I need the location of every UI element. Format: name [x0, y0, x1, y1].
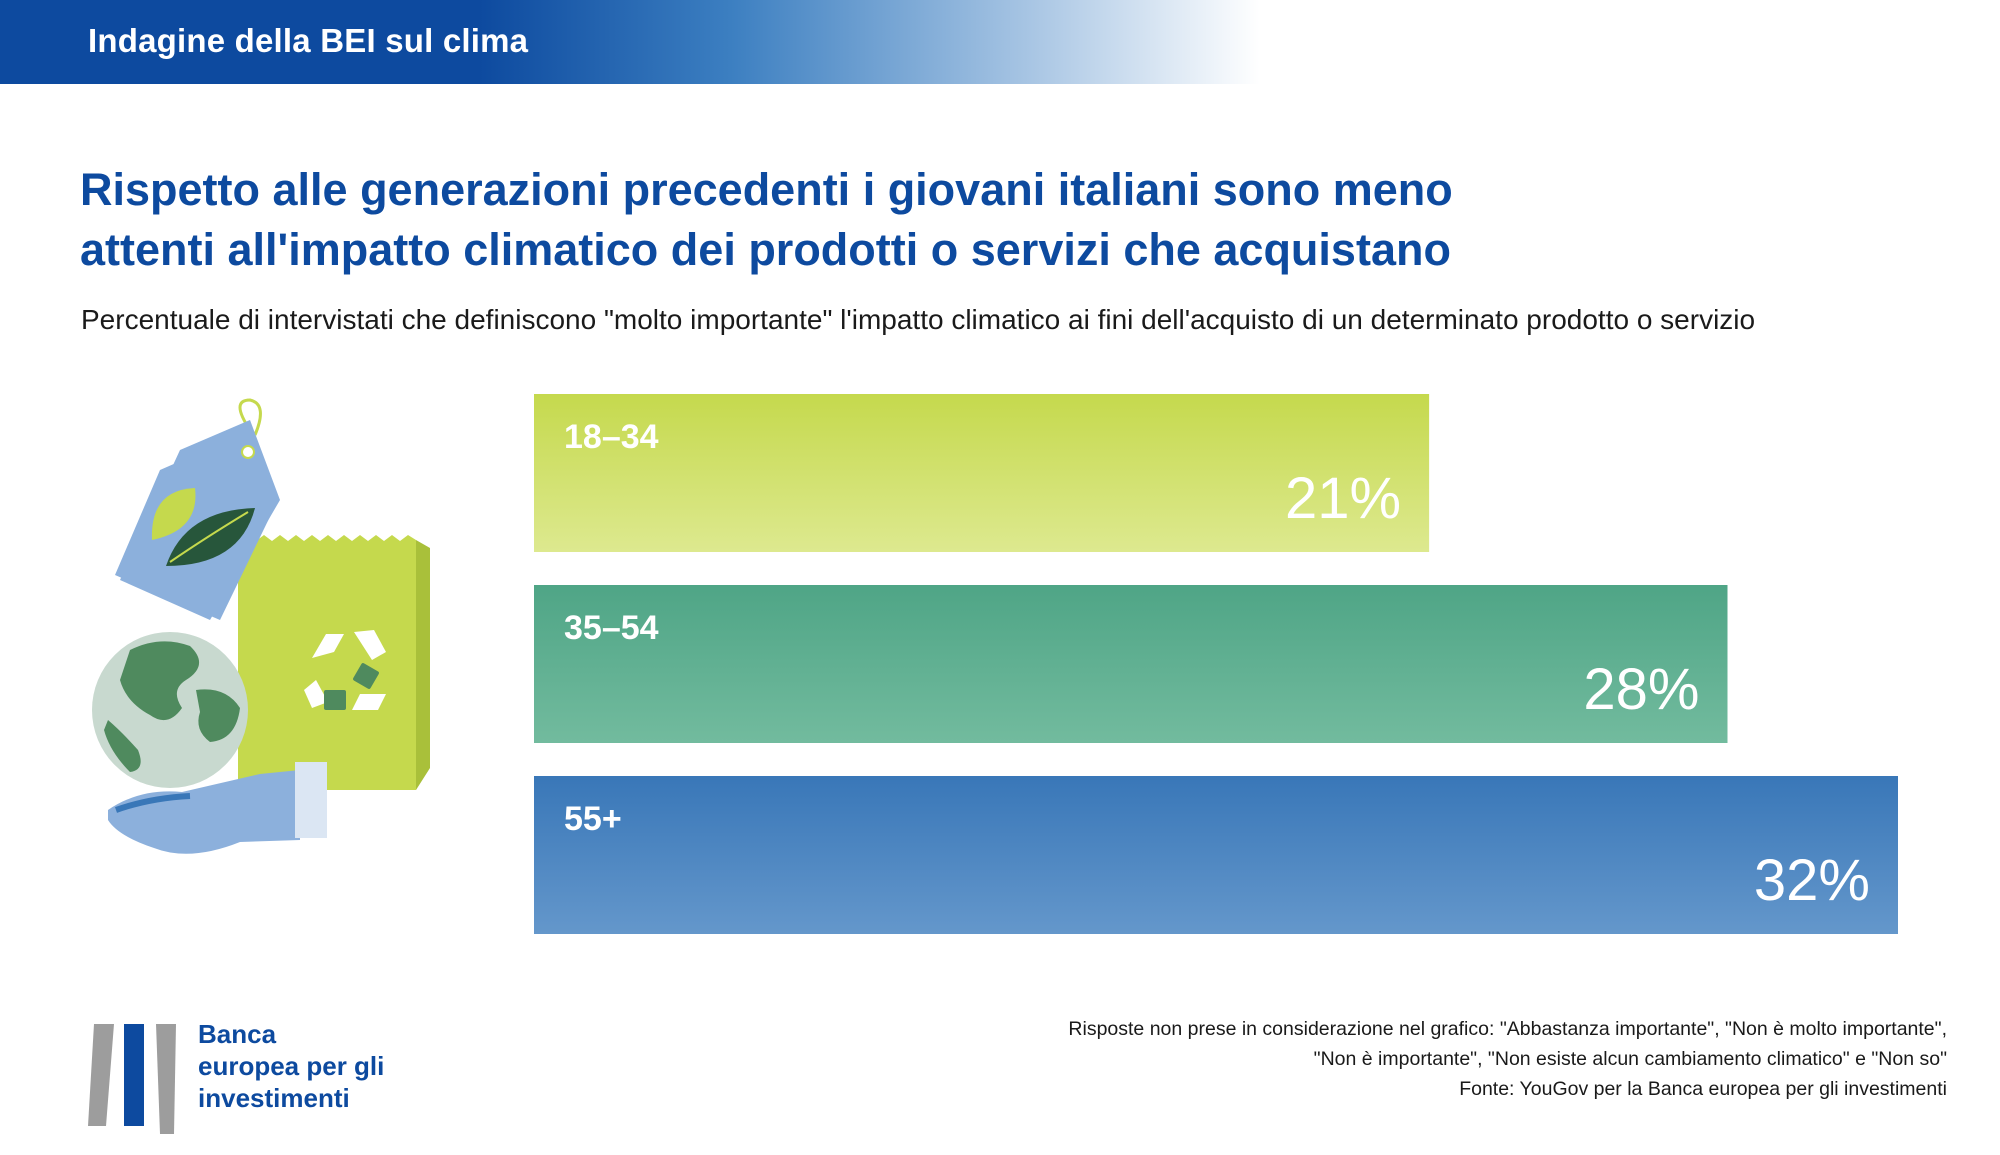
- logo-text: Banca europea per gli investimenti: [198, 1018, 384, 1114]
- illustration: [92, 398, 430, 854]
- category-label-1: 35–54: [564, 609, 659, 647]
- bars-layer: 18–34 21% 35–54 28% 55+ 32%: [534, 394, 1898, 934]
- footnotes: Risposte non prese in considerazione nel…: [847, 1014, 1947, 1104]
- value-label-2: 32%: [1754, 848, 1870, 913]
- footnote-line-2: "Non è importante", "Non esiste alcun ca…: [1313, 1048, 1947, 1070]
- chart-title-line-1: Rispetto alle generazioni precedenti i g…: [80, 164, 1453, 215]
- price-tag-leaf-icon: [115, 398, 280, 620]
- value-label-0: 21%: [1285, 466, 1401, 531]
- header-banner: Indagine della BEI sul clima: [0, 0, 1260, 84]
- category-label-0: 18–34: [564, 418, 659, 456]
- chart-title-line-2: attenti all'impatto climatico dei prodot…: [80, 224, 1451, 275]
- bar-2: [534, 776, 1898, 934]
- logo-line-1: Banca: [198, 1019, 277, 1049]
- category-label-2: 55+: [564, 800, 622, 838]
- recycle-bag-icon: [238, 535, 430, 790]
- chart-subtitle: Percentuale di intervistati che definisc…: [81, 304, 1756, 335]
- eib-logo-icon: [88, 1024, 176, 1134]
- logo-line-2: europea per gli: [198, 1051, 385, 1081]
- bar-0: [534, 394, 1430, 552]
- value-label-1: 28%: [1583, 657, 1699, 722]
- bar-1: [534, 585, 1728, 743]
- chart-title: Rispetto alle generazioni precedenti i g…: [80, 160, 1700, 280]
- footnote-source: Fonte: YouGov per la Banca europea per g…: [1459, 1078, 1947, 1100]
- globe-in-hand-icon: [92, 632, 327, 854]
- logo-line-3: investimenti: [198, 1083, 350, 1113]
- footnote-line-1: Risposte non prese in considerazione nel…: [1068, 1018, 1947, 1040]
- banner-title: Indagine della BEI sul clima: [88, 22, 529, 59]
